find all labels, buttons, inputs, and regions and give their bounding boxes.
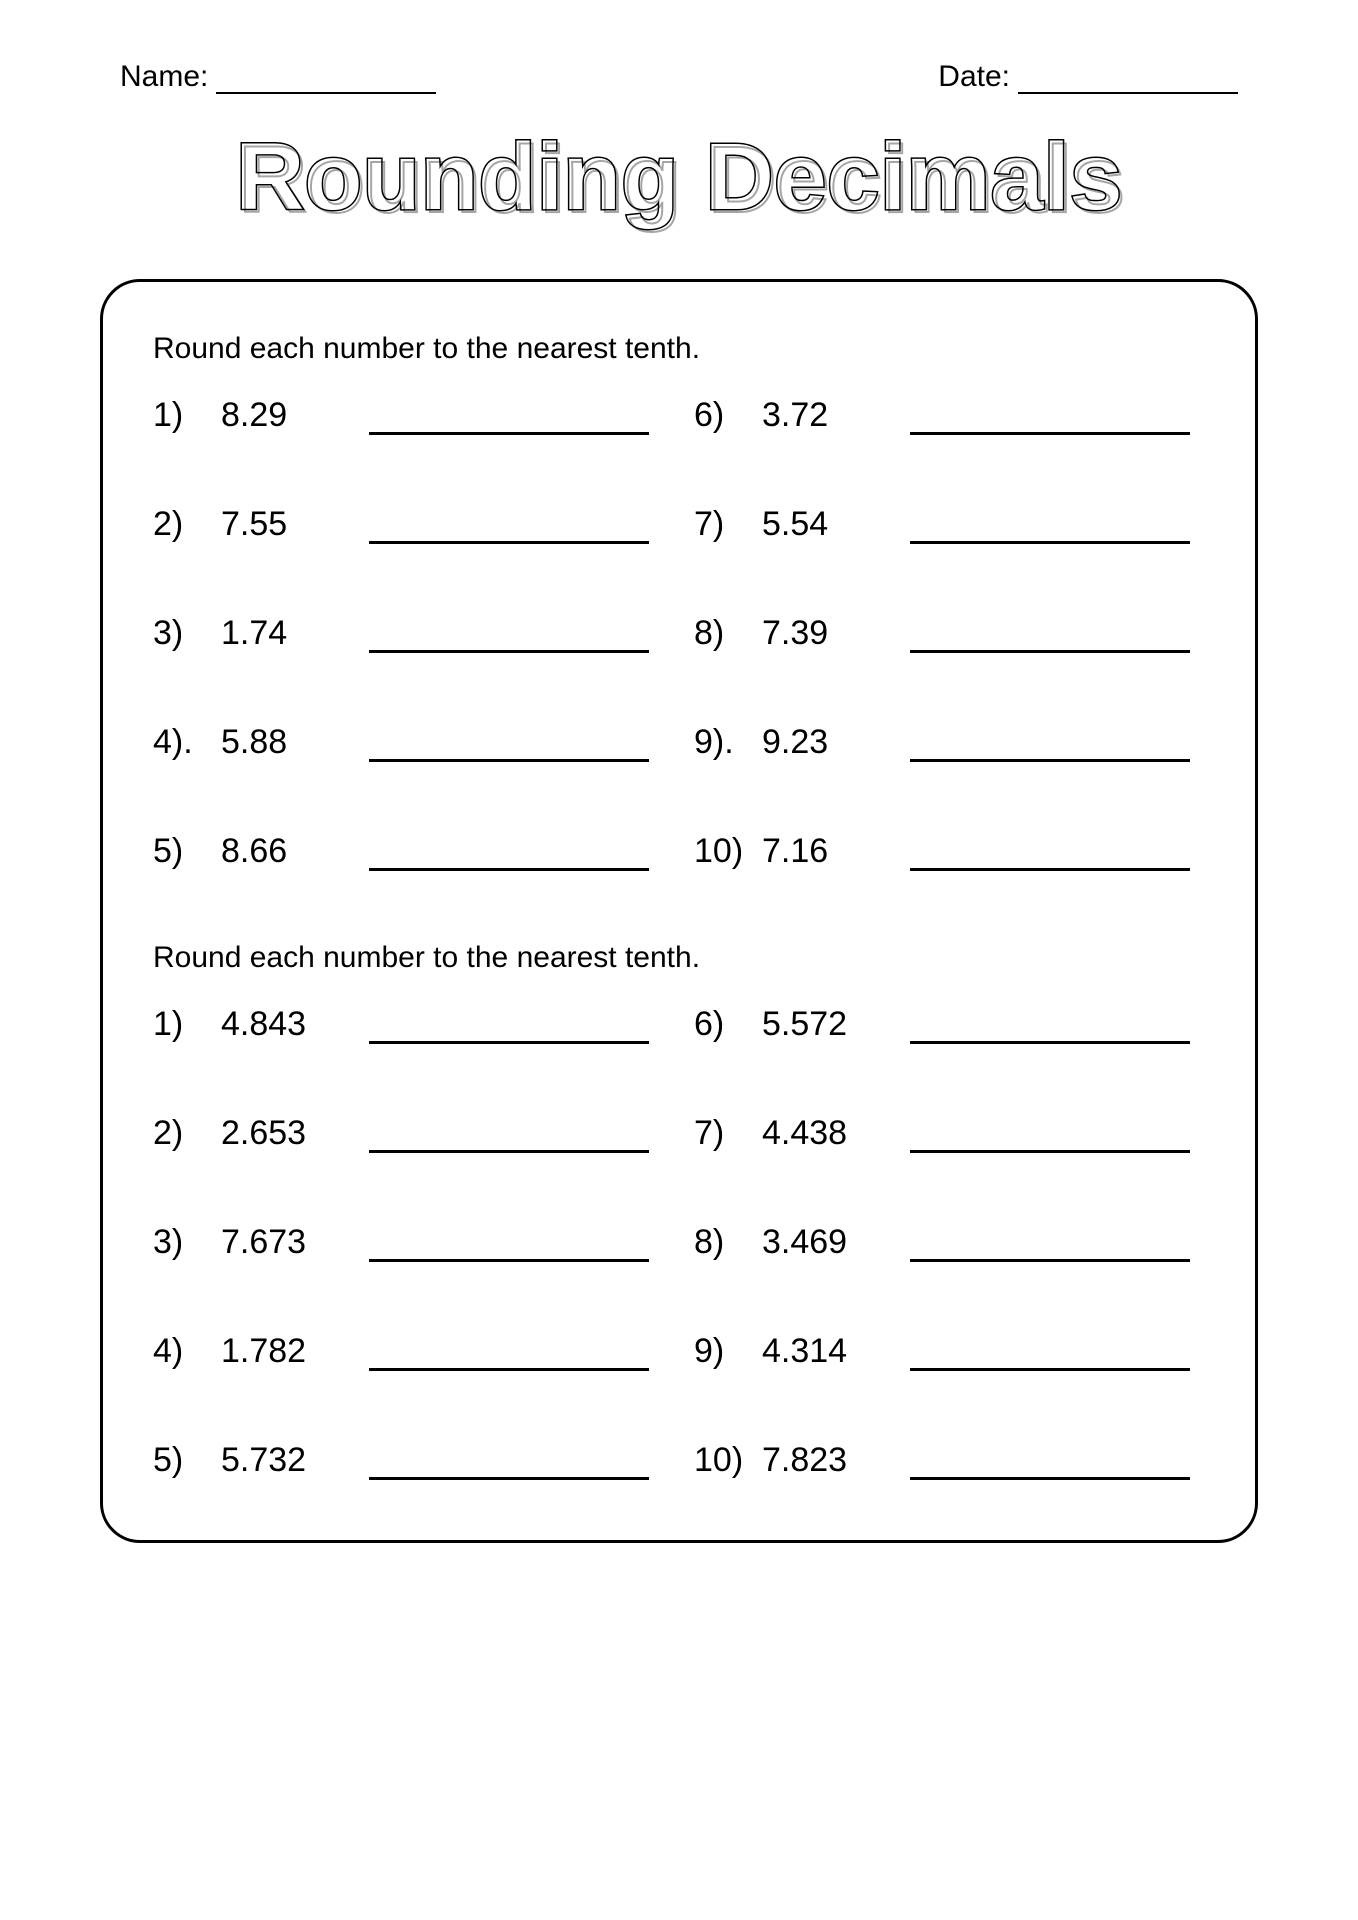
problem-number: 5)	[153, 832, 203, 871]
answer-blank[interactable]	[910, 510, 1190, 544]
problem-row: 8) 3.469	[694, 1223, 1205, 1262]
problem-row: 2) 7.55	[153, 505, 664, 544]
answer-blank[interactable]	[910, 619, 1190, 653]
answer-blank[interactable]	[369, 728, 649, 762]
problem-value: 8.66	[221, 832, 331, 871]
problem-number: 6)	[694, 1005, 744, 1044]
problem-number: 5)	[153, 1441, 203, 1480]
answer-blank[interactable]	[369, 1119, 649, 1153]
title-svg: Rounding Decimals Rounding Decimals	[179, 114, 1179, 244]
name-blank-line[interactable]	[216, 61, 436, 94]
section2-instruction: Round each number to the nearest tenth.	[153, 941, 1205, 975]
problem-number: 7)	[694, 505, 744, 544]
name-field: Name:	[120, 60, 436, 94]
problem-value: 1.782	[221, 1332, 331, 1371]
answer-blank[interactable]	[910, 728, 1190, 762]
problem-row: 9). 9.23	[694, 723, 1205, 762]
problem-number: 4).	[153, 723, 203, 762]
problem-value: 7.55	[221, 505, 331, 544]
date-field: Date:	[938, 60, 1238, 94]
header-row: Name: Date:	[100, 60, 1258, 94]
problem-number: 7)	[694, 1114, 744, 1153]
problem-number: 10)	[694, 1441, 744, 1480]
problem-number: 8)	[694, 614, 744, 653]
date-label: Date:	[938, 60, 1010, 94]
answer-blank[interactable]	[910, 401, 1190, 435]
problem-value: 5.572	[762, 1005, 872, 1044]
answer-blank[interactable]	[369, 510, 649, 544]
section1-instruction: Round each number to the nearest tenth.	[153, 332, 1205, 366]
problem-row: 6) 5.572	[694, 1005, 1205, 1044]
problem-row: 4). 5.88	[153, 723, 664, 762]
problem-row: 3) 1.74	[153, 614, 664, 653]
problem-value: 5.732	[221, 1441, 331, 1480]
problem-row: 5) 8.66	[153, 832, 664, 871]
problem-number: 8)	[694, 1223, 744, 1262]
answer-blank[interactable]	[369, 1337, 649, 1371]
problem-value: 4.314	[762, 1332, 872, 1371]
problem-number: 3)	[153, 614, 203, 653]
problem-number: 10)	[694, 832, 744, 871]
worksheet-box: Round each number to the nearest tenth. …	[100, 279, 1258, 1543]
problem-row: 4) 1.782	[153, 1332, 664, 1371]
problem-row: 10) 7.823	[694, 1441, 1205, 1480]
name-label: Name:	[120, 60, 208, 94]
answer-blank[interactable]	[910, 1228, 1190, 1262]
problem-row: 5) 5.732	[153, 1441, 664, 1480]
problem-number: 6)	[694, 396, 744, 435]
problem-number: 1)	[153, 1005, 203, 1044]
answer-blank[interactable]	[369, 1010, 649, 1044]
problem-row: 2) 2.653	[153, 1114, 664, 1153]
problem-value: 5.88	[221, 723, 331, 762]
problem-row: 1) 4.843	[153, 1005, 664, 1044]
problem-row: 7) 4.438	[694, 1114, 1205, 1153]
problem-number: 4)	[153, 1332, 203, 1371]
answer-blank[interactable]	[910, 1010, 1190, 1044]
problem-value: 9.23	[762, 723, 872, 762]
title: Rounding Decimals Rounding Decimals	[100, 114, 1258, 249]
problem-number: 9)	[694, 1332, 744, 1371]
section2-problems: 1) 4.843 6) 5.572 2) 2.653 7) 4.438 3) 7…	[153, 1005, 1205, 1480]
date-blank-line[interactable]	[1018, 61, 1238, 94]
problem-value: 7.673	[221, 1223, 331, 1262]
problem-value: 2.653	[221, 1114, 331, 1153]
problem-row: 10) 7.16	[694, 832, 1205, 871]
answer-blank[interactable]	[910, 1337, 1190, 1371]
answer-blank[interactable]	[910, 1446, 1190, 1480]
problem-value: 1.74	[221, 614, 331, 653]
title-shadow: Rounding Decimals	[239, 127, 1126, 233]
problem-row: 8) 7.39	[694, 614, 1205, 653]
answer-blank[interactable]	[910, 1119, 1190, 1153]
problem-number: 2)	[153, 505, 203, 544]
answer-blank[interactable]	[369, 1446, 649, 1480]
problem-value: 7.16	[762, 832, 872, 871]
answer-blank[interactable]	[369, 1228, 649, 1262]
answer-blank[interactable]	[369, 837, 649, 871]
problem-value: 5.54	[762, 505, 872, 544]
problem-value: 8.29	[221, 396, 331, 435]
answer-blank[interactable]	[369, 619, 649, 653]
problem-row: 1) 8.29	[153, 396, 664, 435]
answer-blank[interactable]	[369, 401, 649, 435]
problem-number: 2)	[153, 1114, 203, 1153]
problem-value: 4.438	[762, 1114, 872, 1153]
problem-value: 3.72	[762, 396, 872, 435]
problem-number: 9).	[694, 723, 744, 762]
problem-value: 7.39	[762, 614, 872, 653]
problem-number: 3)	[153, 1223, 203, 1262]
problem-number: 1)	[153, 396, 203, 435]
problem-row: 6) 3.72	[694, 396, 1205, 435]
problem-value: 3.469	[762, 1223, 872, 1262]
problem-row: 7) 5.54	[694, 505, 1205, 544]
problem-row: 9) 4.314	[694, 1332, 1205, 1371]
section1-problems: 1) 8.29 6) 3.72 2) 7.55 7) 5.54 3) 1.74 …	[153, 396, 1205, 871]
problem-row: 3) 7.673	[153, 1223, 664, 1262]
problem-value: 7.823	[762, 1441, 872, 1480]
problem-value: 4.843	[221, 1005, 331, 1044]
answer-blank[interactable]	[910, 837, 1190, 871]
